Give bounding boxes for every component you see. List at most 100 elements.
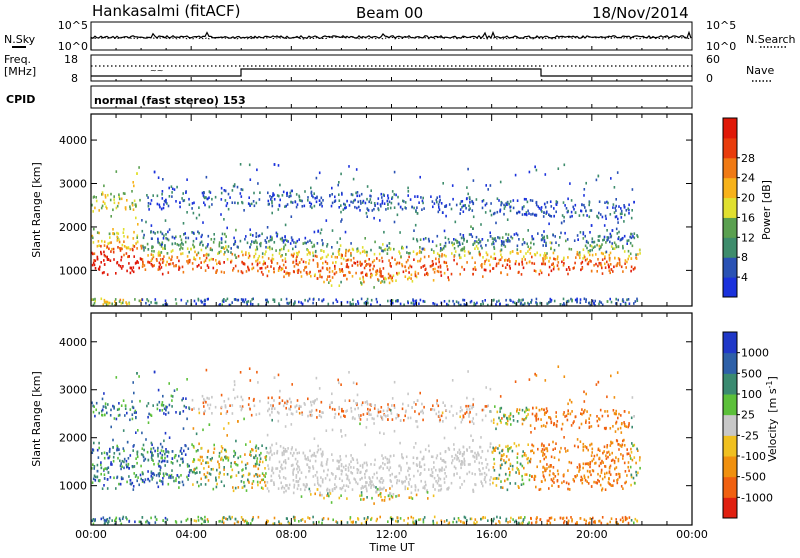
power-cell (310, 275, 312, 278)
velocity-cell (298, 480, 300, 483)
power-cell (445, 215, 447, 218)
power-cell (527, 245, 529, 248)
power-cell (416, 206, 418, 209)
power-cell (96, 200, 98, 203)
velocity-cell (473, 398, 475, 401)
power-cell (339, 284, 341, 287)
power-cell (515, 174, 517, 177)
velocity-cell (309, 450, 311, 453)
velocity-cell (434, 516, 436, 519)
velocity-cell (480, 456, 482, 459)
power-cell (110, 259, 112, 262)
velocity-cell (103, 484, 105, 487)
power-cell (444, 254, 446, 257)
power-cell (107, 245, 109, 248)
power-cell (610, 213, 612, 216)
power-cell (299, 261, 301, 264)
velocity-cell (119, 460, 121, 463)
power-cell (268, 200, 270, 203)
velocity-cell (215, 477, 217, 480)
power-cell (345, 254, 347, 257)
power-cell (469, 196, 471, 199)
power-cell (126, 247, 128, 250)
velocity-cell (602, 516, 604, 519)
power-cell (537, 232, 539, 235)
power-cell (282, 268, 284, 271)
power-cell (598, 235, 600, 238)
power-cell (433, 268, 435, 271)
velocity-cell (567, 449, 569, 452)
velocity-cell (185, 453, 187, 456)
power-cell (179, 206, 181, 209)
power-cell (406, 251, 408, 254)
velocity-cell (513, 415, 515, 418)
power-cell (456, 263, 458, 266)
power-cell (484, 299, 486, 302)
power-cell (213, 241, 215, 244)
power-cell (248, 252, 250, 255)
power-cell (205, 259, 207, 262)
power-cell (596, 244, 598, 247)
velocity-cell (193, 445, 195, 448)
velocity-cell (258, 447, 260, 450)
power-cell (97, 258, 99, 261)
power-cell (389, 282, 391, 285)
velocity-cell (627, 466, 629, 469)
velocity-cell (497, 411, 499, 414)
velocity-cell (620, 427, 622, 430)
velocity-cell (414, 410, 416, 413)
velocity-cell (318, 484, 320, 487)
velocity-cell (369, 409, 371, 412)
power-cell (322, 262, 324, 265)
velocity-cell (431, 455, 433, 458)
velocity-cell (263, 478, 265, 481)
power-cell (558, 268, 560, 271)
power-cell (456, 204, 458, 207)
velocity-cell (384, 414, 386, 417)
velocity-cell (94, 415, 96, 418)
power-cell (521, 299, 523, 302)
power-cell (192, 202, 194, 205)
power-cell (304, 299, 306, 302)
power-cell (329, 267, 331, 270)
velocity-cell (183, 484, 185, 487)
velocity-cell (384, 496, 386, 499)
power-cell (240, 192, 242, 195)
velocity-cell (282, 399, 284, 402)
power-cell (367, 302, 369, 305)
velocity-cell (264, 475, 266, 478)
velocity-cell (218, 476, 220, 479)
velocity-cell (367, 403, 369, 406)
velocity-cell (378, 411, 380, 414)
velocity-cell (479, 446, 481, 449)
velocity-cell (159, 460, 161, 463)
power-cell (255, 235, 257, 238)
velocity-cell (97, 449, 99, 452)
power-cell (392, 196, 394, 199)
power-cell (150, 203, 152, 206)
velocity-cell (350, 466, 352, 469)
velocity-cell (639, 459, 641, 462)
velocity-cell (243, 481, 245, 484)
power-cell (482, 238, 484, 241)
velocity-cell (454, 457, 456, 460)
power-cell (465, 207, 467, 210)
velocity-cell (309, 488, 311, 491)
power-cell (378, 209, 380, 212)
velocity-cell (602, 478, 604, 481)
power-cell (460, 256, 462, 259)
power-cell (363, 200, 365, 203)
power-cell (248, 257, 250, 260)
power-cell (508, 203, 510, 206)
velocity-cell (234, 384, 236, 387)
velocity-cell (436, 457, 438, 460)
velocity-cell (237, 457, 239, 460)
power-cell (245, 235, 247, 238)
power-cell (628, 255, 630, 258)
power-cell (379, 268, 381, 271)
velocity-cell (175, 480, 177, 483)
velocity-cell (476, 413, 478, 416)
velocity-cell (621, 485, 623, 488)
velocity-cell (150, 448, 152, 451)
power-cell (331, 284, 333, 287)
